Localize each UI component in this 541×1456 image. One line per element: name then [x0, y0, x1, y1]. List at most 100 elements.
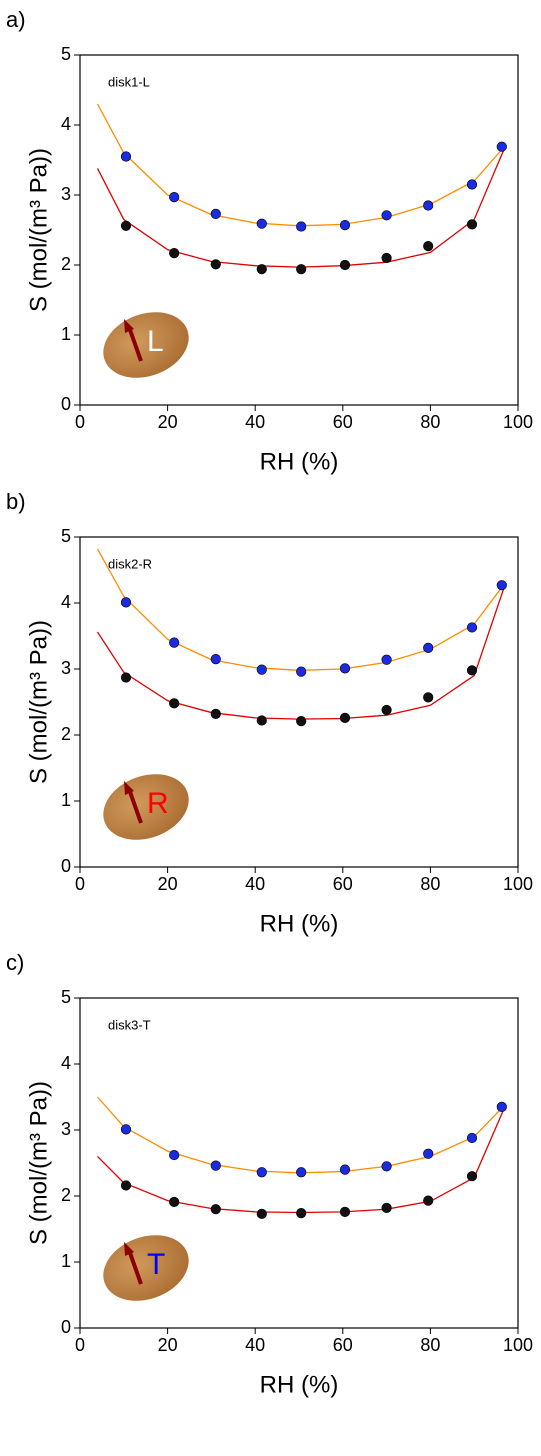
y-tick-label: 0 [61, 856, 71, 876]
y-axis-label: S (mol/(m³ Pa)) [25, 148, 52, 312]
data-point [381, 704, 392, 716]
y-tick-label: 1 [61, 1251, 71, 1271]
y-tick-label: 1 [61, 790, 71, 810]
direction-arrow [127, 1249, 143, 1285]
y-tick-label: 5 [61, 987, 71, 1007]
data-point [120, 597, 132, 608]
data-point [339, 1164, 351, 1175]
data-point [466, 1171, 478, 1182]
data-point [296, 666, 307, 677]
x-tick-label: 100 [503, 1335, 533, 1355]
x-tick-label: 80 [420, 412, 440, 432]
x-tick-label: 20 [158, 874, 178, 894]
y-tick-label: 4 [61, 1053, 71, 1073]
data-point [339, 1206, 351, 1217]
data-point [381, 1202, 392, 1213]
x-tick-label: 80 [420, 1335, 440, 1355]
fit-line [97, 1106, 506, 1214]
data-point [381, 210, 392, 221]
data-point [169, 248, 180, 259]
data-point [256, 1208, 267, 1219]
data-point [169, 637, 180, 648]
direction-arrow [127, 788, 143, 824]
direction-letter: L [147, 325, 164, 358]
data-point [210, 1204, 221, 1215]
data-point [256, 1167, 267, 1178]
x-axis-label: RH (%) [260, 1371, 339, 1398]
y-tick-label: 2 [61, 254, 71, 274]
x-tick-label: 60 [333, 874, 353, 894]
data-point [210, 1160, 221, 1171]
arrow-head [124, 1242, 134, 1256]
wood-icon [103, 1235, 189, 1301]
y-tick-label: 0 [61, 1317, 71, 1337]
data-point [210, 259, 221, 270]
panel-label: b) [6, 489, 26, 514]
data-point [466, 179, 478, 190]
data-point [466, 219, 478, 230]
fit-line [96, 584, 506, 720]
x-tick-label: 40 [245, 874, 265, 894]
y-tick-label: 5 [61, 44, 71, 64]
data-point [169, 1149, 180, 1161]
data-point [256, 264, 267, 275]
arrow-head [124, 319, 134, 333]
direction-letter: R [147, 787, 169, 820]
y-tick-label: 2 [61, 724, 71, 744]
data-point [339, 220, 351, 231]
data-point [466, 665, 478, 676]
x-tick-label: 40 [245, 1335, 265, 1355]
annotation: disk3-T [108, 1017, 151, 1032]
plot-frame [79, 536, 519, 868]
panel-label: c) [6, 950, 24, 975]
panel-label: a) [6, 7, 26, 32]
x-axis-label: RH (%) [260, 910, 339, 937]
x-tick-label: 100 [503, 412, 533, 432]
x-tick-label: 40 [245, 412, 265, 432]
y-tick-label: 0 [61, 394, 71, 414]
x-tick-label: 0 [75, 874, 85, 894]
plot-frame [79, 997, 519, 1329]
x-tick-label: 60 [333, 1335, 353, 1355]
data-point [339, 259, 351, 271]
data-point [496, 141, 507, 152]
data-point [169, 1196, 180, 1208]
x-tick-label: 80 [420, 874, 440, 894]
data-point [423, 1195, 434, 1206]
data-point [296, 221, 307, 232]
fit-line [96, 103, 506, 227]
data-point [296, 1208, 307, 1219]
y-axis-label: S (mol/(m³ Pa)) [25, 1081, 52, 1245]
data-point [423, 642, 434, 653]
fit-line [97, 1096, 506, 1174]
y-tick-label: 4 [61, 114, 71, 134]
y-tick-label: 3 [61, 658, 71, 678]
data-point [466, 622, 478, 633]
data-point [296, 716, 307, 727]
x-axis-label: RH (%) [260, 448, 339, 475]
data-point [381, 1161, 392, 1172]
fit-line [96, 548, 506, 671]
data-point [210, 208, 221, 219]
data-point [339, 663, 351, 674]
data-point [296, 264, 307, 275]
wood-icon [103, 774, 189, 840]
x-tick-label: 60 [333, 412, 353, 432]
data-point [120, 1180, 132, 1191]
x-tick-label: 0 [75, 412, 85, 432]
data-point [381, 252, 392, 264]
data-point [296, 1167, 307, 1178]
y-tick-label: 4 [61, 592, 71, 612]
data-point [120, 672, 132, 683]
data-point [256, 715, 267, 726]
annotation: disk1-L [108, 74, 150, 89]
annotation: disk2-R [108, 556, 152, 571]
data-point [169, 698, 180, 709]
data-point [256, 218, 267, 229]
fit-line [96, 147, 506, 268]
x-tick-label: 0 [75, 1335, 85, 1355]
plot-frame [79, 54, 519, 406]
arrow-head [124, 781, 134, 795]
data-point [423, 241, 434, 252]
